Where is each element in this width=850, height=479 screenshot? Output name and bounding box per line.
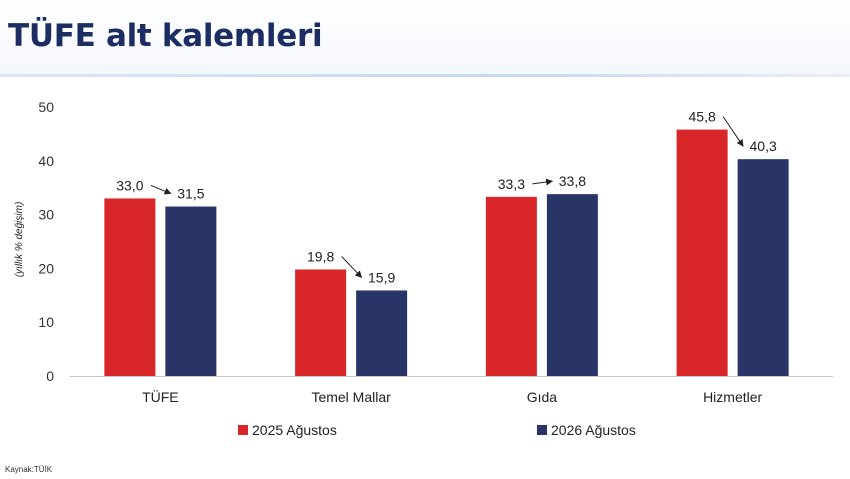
legend: 2025 Ağustos 2026 Ağustos bbox=[238, 422, 636, 438]
y-tick-label: 30 bbox=[38, 207, 54, 223]
page-title: TÜFE alt kalemleri bbox=[8, 18, 323, 54]
title-bar bbox=[0, 0, 850, 76]
data-label: 33,3 bbox=[498, 176, 525, 192]
change-arrow bbox=[341, 256, 363, 278]
bar bbox=[546, 194, 598, 376]
bar bbox=[104, 198, 156, 376]
y-tick-label: 40 bbox=[38, 153, 54, 169]
x-tick-label: Hizmetler bbox=[703, 389, 762, 405]
data-label: 31,5 bbox=[177, 186, 204, 202]
bar bbox=[295, 269, 347, 376]
bar bbox=[165, 206, 217, 376]
y-tick-label: 50 bbox=[38, 99, 54, 115]
legend-swatch bbox=[238, 425, 248, 435]
x-tick-label: Gıda bbox=[527, 389, 558, 405]
legend-label: 2025 Ağustos bbox=[252, 422, 337, 438]
bar bbox=[737, 159, 789, 376]
bar bbox=[356, 290, 408, 376]
bars: 33,0 31,5 19,8 15,9 33,3 33,8 45,8 40,3 bbox=[104, 109, 789, 376]
data-label: 45,8 bbox=[689, 109, 716, 125]
y-axis: 0 10 20 30 40 50 bbox=[38, 99, 54, 384]
title-underline bbox=[0, 74, 850, 77]
data-label: 40,3 bbox=[750, 138, 777, 154]
change-arrow bbox=[150, 184, 172, 195]
change-arrow bbox=[722, 116, 744, 147]
data-label: 19,8 bbox=[307, 248, 334, 264]
y-axis-label: (yıllık % değişim) bbox=[14, 202, 25, 278]
y-tick-label: 10 bbox=[38, 314, 54, 330]
legend-swatch bbox=[537, 425, 547, 435]
category-labels: TÜFE Temel Mallar Gıda Hizmetler bbox=[142, 388, 762, 405]
legend-label: 2026 Ağustos bbox=[551, 422, 636, 438]
x-tick-label: TÜFE bbox=[142, 388, 179, 405]
x-tick-label: Temel Mallar bbox=[311, 389, 391, 405]
data-label: 15,9 bbox=[368, 269, 395, 285]
y-tick-label: 0 bbox=[46, 368, 54, 384]
data-label: 33,8 bbox=[559, 173, 586, 189]
bar bbox=[676, 129, 728, 376]
change-arrow bbox=[532, 178, 554, 186]
source-note: Kaynak:TÜİK bbox=[5, 465, 53, 474]
bar bbox=[485, 196, 537, 376]
y-tick-label: 20 bbox=[38, 260, 54, 276]
data-label: 33,0 bbox=[116, 177, 143, 193]
